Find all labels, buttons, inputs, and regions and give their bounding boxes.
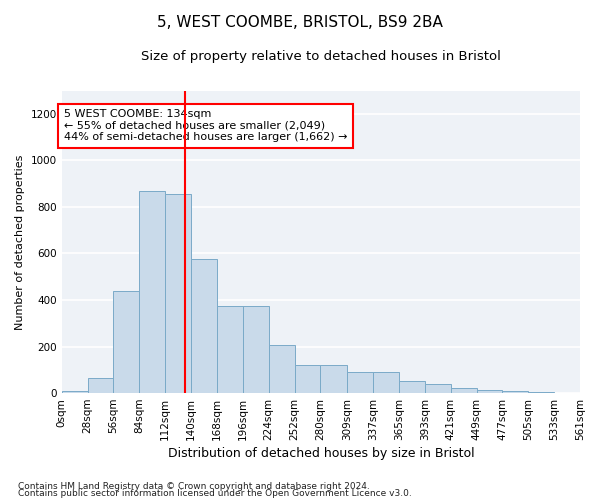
Bar [502,390,528,393]
Bar [62,390,88,393]
Text: Contains HM Land Registry data © Crown copyright and database right 2024.: Contains HM Land Registry data © Crown c… [18,482,370,491]
Bar [165,194,191,393]
X-axis label: Distribution of detached houses by size in Bristol: Distribution of detached houses by size … [167,447,474,460]
Bar [88,378,113,393]
Bar [476,390,502,393]
Bar [139,190,165,393]
Bar [217,306,243,393]
Bar [425,384,451,393]
Bar [528,392,554,393]
Bar [347,372,373,393]
Title: Size of property relative to detached houses in Bristol: Size of property relative to detached ho… [141,50,501,63]
Bar [451,388,476,393]
Y-axis label: Number of detached properties: Number of detached properties [15,154,25,330]
Bar [243,306,269,393]
Text: 5, WEST COOMBE, BRISTOL, BS9 2BA: 5, WEST COOMBE, BRISTOL, BS9 2BA [157,15,443,30]
Text: Contains public sector information licensed under the Open Government Licence v3: Contains public sector information licen… [18,489,412,498]
Bar [113,290,139,393]
Bar [269,346,295,393]
Bar [295,365,320,393]
Bar [320,365,347,393]
Bar [373,372,399,393]
Bar [191,260,217,393]
Bar [399,382,425,393]
Text: 5 WEST COOMBE: 134sqm
← 55% of detached houses are smaller (2,049)
44% of semi-d: 5 WEST COOMBE: 134sqm ← 55% of detached … [64,109,347,142]
